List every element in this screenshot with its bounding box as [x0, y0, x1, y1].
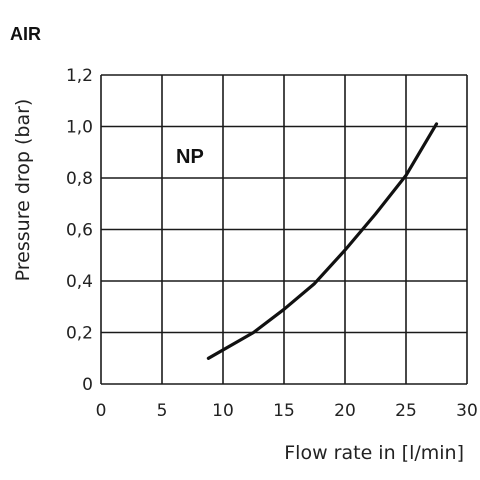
- chart-title: AIR: [10, 24, 41, 44]
- y-tick-label: 0,6: [66, 221, 93, 241]
- series-line: [206, 122, 439, 360]
- x-tick-label: 0: [96, 401, 107, 421]
- x-tick-label: 10: [212, 401, 234, 421]
- x-tick-label: 5: [157, 401, 168, 421]
- y-tick-label: 0,8: [66, 169, 93, 189]
- series-layer: [206, 122, 439, 360]
- y-tick-label: 0,4: [66, 272, 93, 292]
- x-tick-label: 30: [456, 401, 478, 421]
- x-tick-label: 25: [395, 401, 417, 421]
- y-tick-label: 0,2: [66, 324, 93, 344]
- y-tick-label: 0: [82, 375, 93, 395]
- x-tick-label: 20: [334, 401, 356, 421]
- x-axis-label: Flow rate in [l/min]: [284, 442, 464, 464]
- chart-annotation: NP: [176, 146, 204, 168]
- x-tick-label: 15: [273, 401, 295, 421]
- y-axis-label: Pressure drop (bar): [12, 99, 34, 282]
- y-tick-label: 1,2: [66, 66, 93, 86]
- y-tick-label: 1,0: [66, 118, 93, 138]
- tick-labels: 0 5 10 15 20 25 30 0 0,2 0,4 0,6 0,8 1,0 1,2: [66, 66, 478, 421]
- plot-grid: [100, 74, 468, 385]
